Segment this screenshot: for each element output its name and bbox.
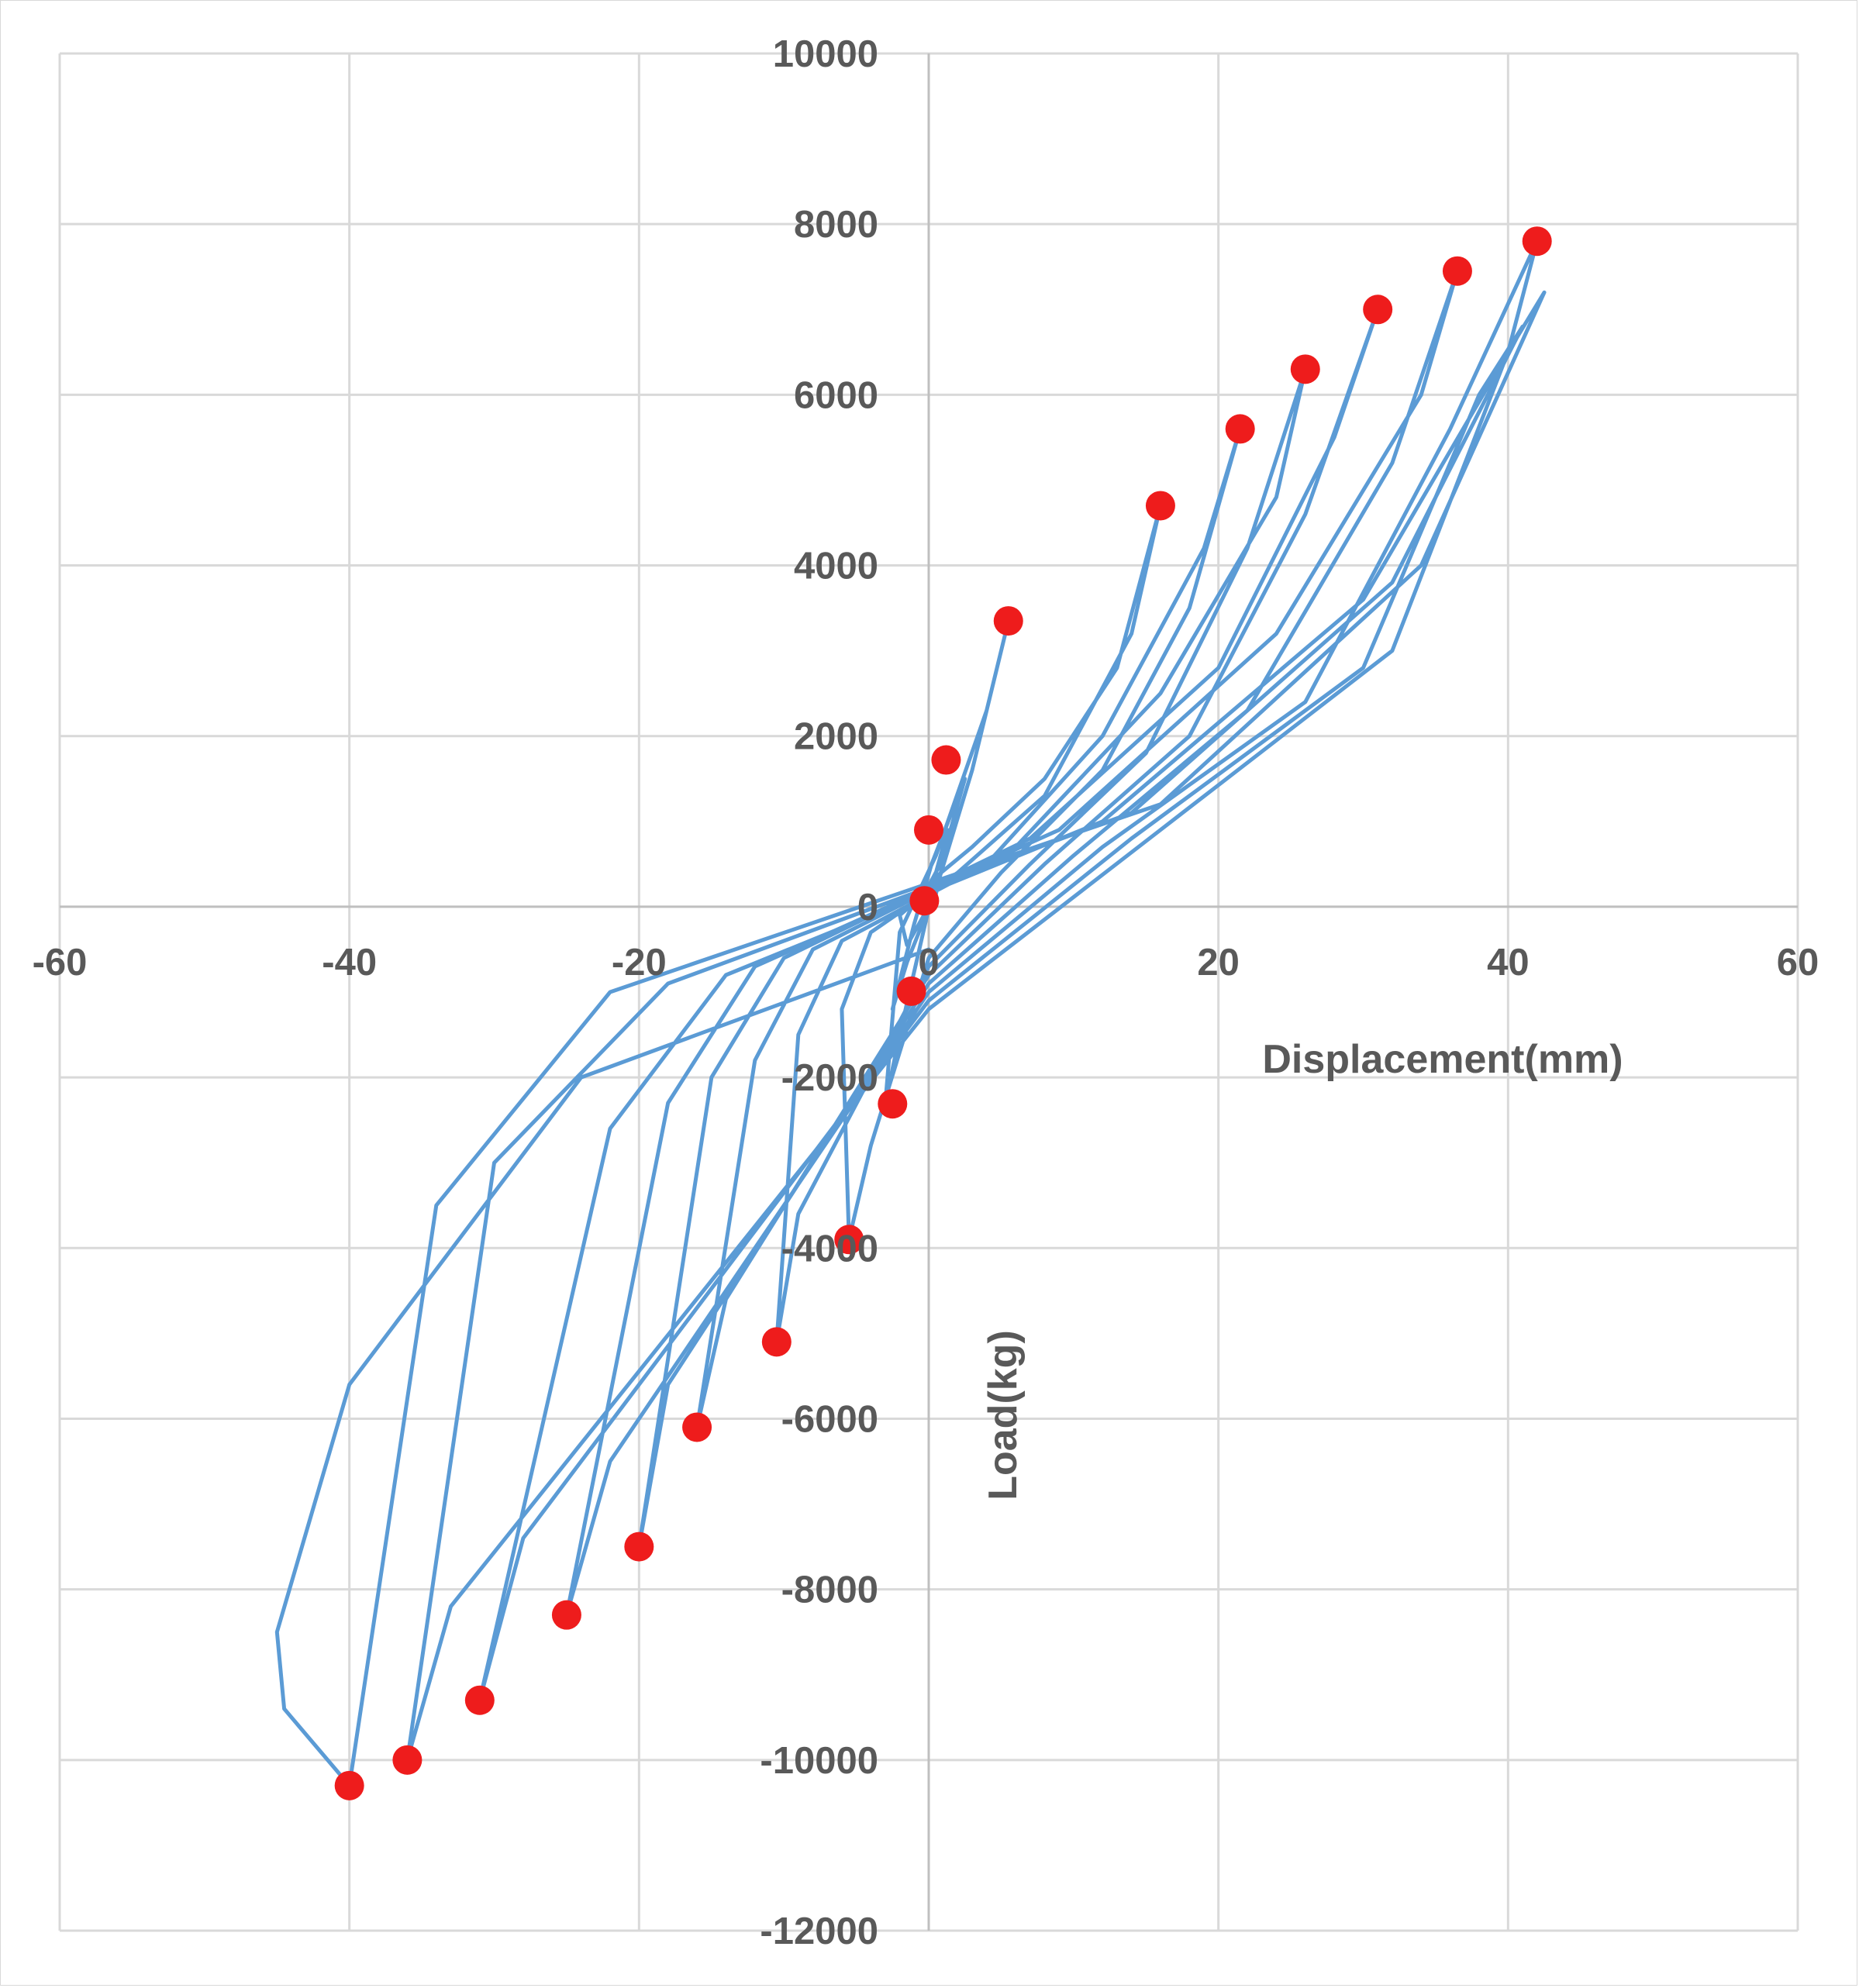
peak-marker: [1290, 354, 1320, 384]
peak-marker: [334, 1770, 364, 1800]
peak-marker: [878, 1089, 908, 1119]
y-tick-label: 8000: [794, 204, 878, 246]
peak-marker: [1522, 226, 1552, 257]
peak-marker: [1363, 295, 1393, 325]
y-tick-label: -6000: [781, 1398, 878, 1440]
peak-marker: [1225, 414, 1255, 444]
x-tick-label: 40: [1487, 942, 1530, 984]
peak-marker: [834, 1225, 864, 1255]
y-tick-label: 0: [857, 887, 878, 929]
peak-markers: [334, 226, 1552, 1800]
y-tick-labels: 10000 8000 6000 4000 2000 0 -2000 -4000 -6000 -80…: [760, 33, 878, 1952]
y-tick-label: -4000: [781, 1228, 878, 1270]
y-axis-title: Load(kg): [981, 1330, 1026, 1500]
peak-marker: [931, 745, 961, 775]
y-tick-label: 4000: [794, 546, 878, 587]
x-tick-label: -20: [612, 942, 667, 984]
y-tick-label: -8000: [781, 1569, 878, 1611]
hysteresis-curves: [274, 239, 1547, 1788]
x-axis-title: Displacement(mm): [1262, 1037, 1623, 1082]
peak-marker: [624, 1531, 654, 1562]
x-tick-labels: -60 -40 -20 0 20 40 60: [33, 942, 1819, 984]
x-tick-label: 0: [918, 942, 939, 984]
x-tick-label: -40: [322, 942, 377, 984]
y-tick-label: 10000: [773, 33, 878, 75]
peak-marker: [551, 1600, 581, 1630]
peak-marker: [909, 886, 940, 916]
y-tick-label: -2000: [781, 1057, 878, 1099]
peak-marker: [1145, 491, 1175, 521]
y-tick-label: 6000: [794, 374, 878, 416]
x-tick-label: 20: [1197, 942, 1240, 984]
peak-marker: [896, 976, 926, 1006]
peak-marker: [682, 1412, 712, 1442]
x-tick-label: -60: [33, 942, 88, 984]
y-tick-label: 2000: [794, 716, 878, 758]
hysteresis-curve: [274, 239, 1547, 1788]
peak-marker: [1442, 256, 1472, 286]
peak-marker: [914, 815, 943, 845]
peak-marker: [761, 1327, 792, 1357]
y-tick-label: -10000: [760, 1740, 878, 1782]
y-tick-label: -12000: [760, 1910, 878, 1952]
peak-marker: [993, 606, 1023, 636]
peak-marker: [392, 1745, 422, 1775]
peak-marker: [464, 1685, 495, 1715]
x-tick-label: 60: [1777, 942, 1819, 984]
